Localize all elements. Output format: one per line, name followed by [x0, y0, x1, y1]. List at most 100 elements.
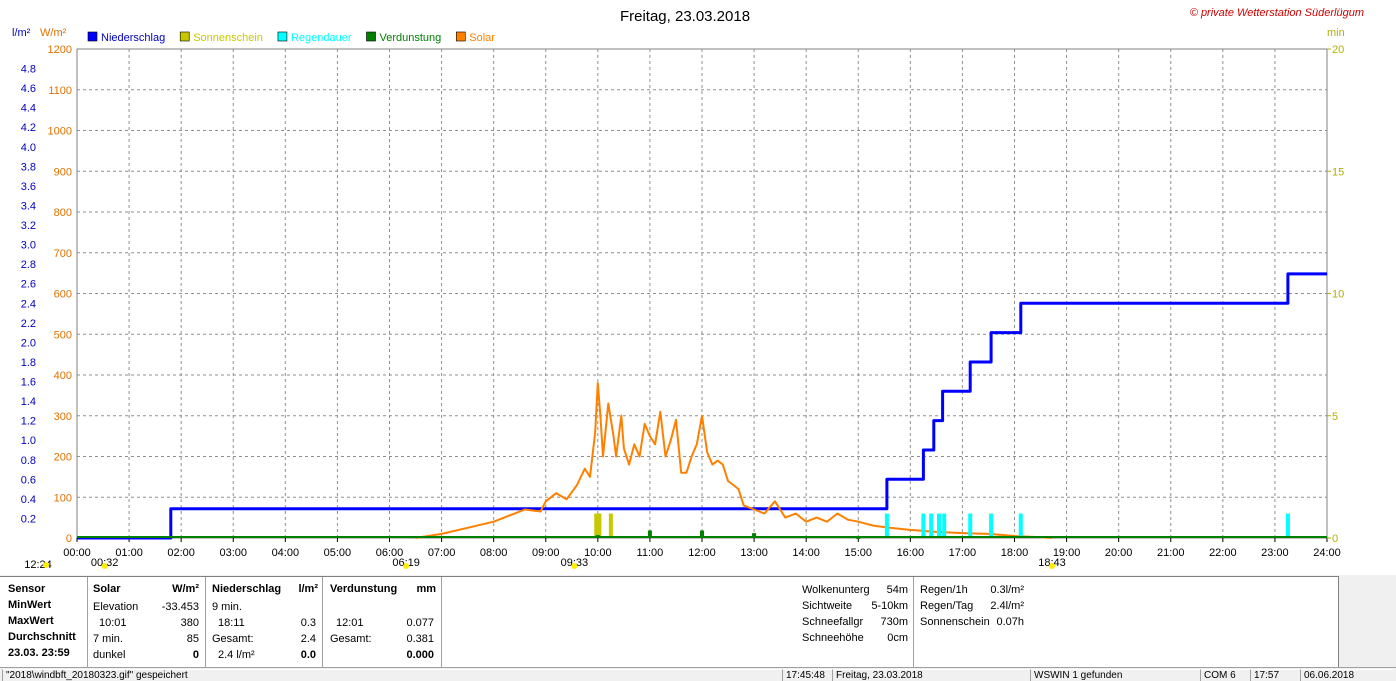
weather-value-3: 0cm	[887, 632, 908, 644]
legend-label: Verdunstung	[380, 32, 442, 44]
legend-label: Regendauer	[291, 32, 352, 44]
bar-regendauer	[989, 513, 994, 538]
y-axis-label-solar: W/m²	[40, 27, 67, 39]
x-tick-label: 00:00	[63, 547, 91, 559]
sun-marker-icon	[1049, 563, 1055, 569]
separator	[913, 577, 914, 667]
weather-label-2: Schneefallgr	[802, 616, 864, 628]
evap-unit: mm	[416, 583, 436, 595]
x-tick-label: 24:00	[1313, 547, 1341, 559]
chart-title: Freitag, 23.03.2018	[620, 8, 750, 25]
x-tick-label: 01:00	[115, 547, 143, 559]
y-tick-label-solar: 400	[54, 370, 72, 382]
stats-panel: Sensor MinWert MaxWert Durchschnitt 23.0…	[0, 576, 1339, 667]
bar-regendauer	[929, 513, 934, 538]
stats-header-sensor: Sensor	[8, 583, 46, 595]
weather-value-2: 730m	[880, 616, 908, 628]
bar-regendauer	[1285, 513, 1290, 538]
y-tick-label-right: 10	[1332, 289, 1344, 301]
x-tick-label: 20:00	[1105, 547, 1133, 559]
evap-column: Verdunstung mm 12:01 0.077 Gesamt: 0.381…	[330, 577, 438, 665]
y-tick-label-solar: 300	[54, 411, 72, 423]
rain-value-0: 0.3l/m²	[990, 584, 1024, 596]
evap-value-1: 0.077	[406, 617, 434, 629]
precip-value-3: 0.0	[300, 649, 316, 661]
y-tick-label-precip: 0.8	[21, 455, 36, 467]
weather-label-3: Schneehöhe	[802, 632, 864, 644]
status-date: Freitag, 23.03.2018	[832, 669, 1030, 681]
y-tick-label-precip: 0.4	[21, 494, 36, 506]
x-tick-label: 15:00	[844, 547, 872, 559]
y-tick-label-precip: 3.4	[21, 200, 36, 212]
weather-chart: 00:00 01:00 02:00 03:00 04:00 05:00 06:00 07:00…	[0, 0, 1396, 575]
rain-column: Regen/1h 0.3l/m² Regen/Tag 2.4l/m² Sonne…	[920, 577, 1024, 665]
legend-swatch	[179, 31, 190, 42]
x-tick-label: 19:00	[1053, 547, 1081, 559]
status-bar: "2018\windbft_20180323.gif" gespeichert …	[0, 667, 1396, 681]
bar-regendauer	[1018, 513, 1023, 538]
legend-label: Sonnenschein	[193, 32, 263, 44]
bar-verdunstung	[752, 533, 757, 538]
legend-swatch	[366, 31, 376, 42]
separator	[322, 577, 323, 667]
y-tick-label-solar: 600	[54, 289, 72, 301]
legend-swatch	[87, 31, 98, 42]
y-tick-label-precip: 2.4	[21, 298, 36, 310]
sun-marker-icon	[43, 562, 49, 568]
chart-legend: Niederschlag Sonnenschein Regendauer Verdun…	[87, 31, 495, 44]
evap-header: Verdunstung	[330, 583, 398, 595]
legend-swatch	[455, 31, 466, 42]
precip-label-0: 9 min.	[212, 601, 242, 613]
legend-swatch	[277, 31, 288, 42]
status-file: "2018\windbft_20180323.gif" gespeichert	[2, 669, 782, 681]
x-tick-label: 23:00	[1261, 547, 1289, 559]
y-tick-label-precip: 2.2	[21, 318, 36, 330]
precip-column: Niederschlag l/m² 9 min. 18:11 0.3 Gesam…	[212, 577, 320, 665]
y-tick-label-precip: 1.4	[21, 396, 36, 408]
evap-value-2: 0.381	[406, 633, 434, 645]
y-tick-label-precip: 4.4	[21, 103, 36, 115]
weather-value-0: 54m	[886, 584, 908, 596]
bar-verdunstung	[856, 537, 861, 540]
solar-unit: W/m²	[172, 583, 199, 595]
precip-header: Niederschlag	[212, 583, 282, 595]
rain-label-0: Regen/1h	[920, 584, 968, 596]
bar-verdunstung	[647, 530, 652, 538]
y-tick-label-solar: 1100	[48, 85, 72, 97]
series-line-solar	[415, 382, 1053, 539]
bar-regendauer	[936, 513, 941, 538]
y-tick-label-right: 0	[1332, 533, 1338, 545]
x-tick-label: 07:00	[428, 547, 456, 559]
y-tick-label-solar: 800	[54, 207, 72, 219]
chart-marks	[77, 272, 1327, 540]
bar-sonnenschein	[597, 513, 602, 538]
y-tick-label-precip: 1.2	[21, 416, 36, 428]
y-tick-label-precip: 2.8	[21, 259, 36, 271]
y-tick-label-solar: 900	[54, 166, 72, 178]
solar-value-0: -33.453	[161, 601, 199, 613]
y-tick-label-solar: 200	[54, 452, 72, 464]
legend-label: Niederschlag	[101, 32, 165, 44]
evap-label-2: Gesamt:	[330, 633, 372, 645]
solar-value-1: 380	[180, 617, 199, 629]
weather-column: Wolkenunterg 54m Sichtweite 5-10km Schne…	[802, 577, 910, 665]
rain-label-2: Sonnenschein	[920, 616, 990, 628]
evap-value-3: 0.000	[406, 649, 434, 661]
stats-row-min: MinWert	[8, 599, 52, 611]
status-clock: 17:57	[1250, 669, 1300, 681]
sun-marker-icon	[101, 563, 108, 569]
time-marker-label: 00:32	[91, 557, 119, 569]
chart-axes: 00:00 01:00 02:00 03:00 04:00 05:00 06:00 07:00…	[12, 27, 1345, 571]
sun-marker-icon	[571, 563, 578, 569]
y-tick-label-precip: 2.6	[21, 279, 36, 291]
x-tick-label: 12:00	[688, 547, 716, 559]
x-tick-label: 06:00	[376, 547, 404, 559]
y-tick-label-solar: 1200	[48, 44, 72, 56]
y-tick-label-right: 5	[1332, 411, 1338, 423]
stats-row-date: 23.03. 23:59	[8, 647, 70, 659]
series-line-niederschlag	[77, 272, 1327, 540]
y-tick-label-solar: 1000	[48, 126, 72, 138]
x-tick-label: 02:00	[167, 547, 195, 559]
y-tick-label-precip: 4.6	[21, 83, 36, 95]
separator	[205, 577, 206, 667]
